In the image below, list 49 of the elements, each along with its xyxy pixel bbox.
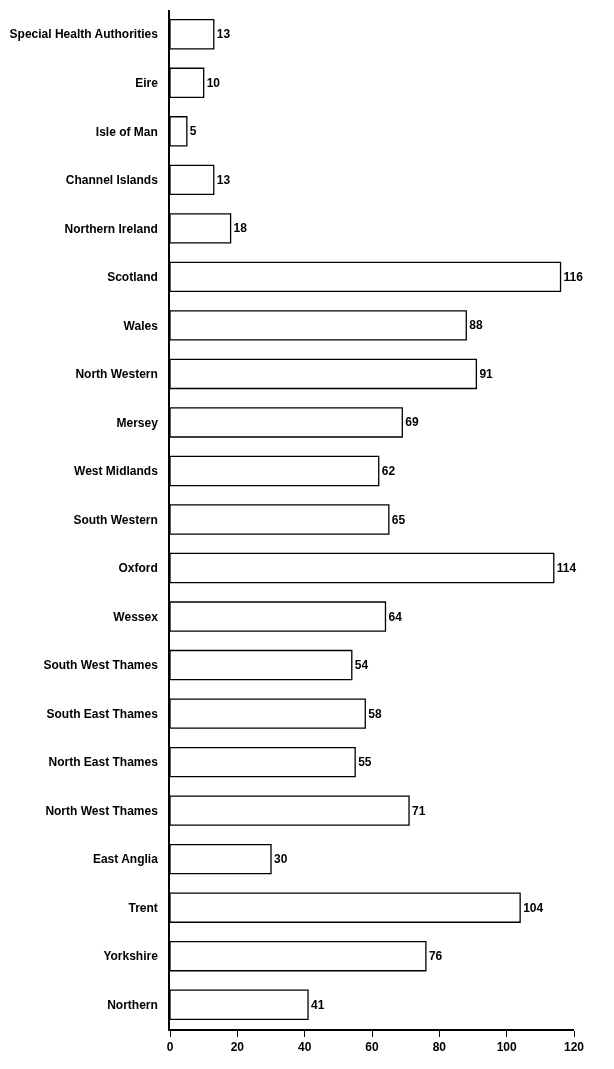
y-tick-label: South West Thames xyxy=(43,658,159,673)
data-label: 54 xyxy=(354,658,369,673)
x-tick-label: 40 xyxy=(297,1040,312,1055)
y-tick-label: Northern xyxy=(107,997,158,1012)
data-label: 10 xyxy=(206,75,221,90)
y-tick-label: Trent xyxy=(128,900,158,915)
data-label: 114 xyxy=(556,561,577,576)
data-label: 13 xyxy=(216,172,231,187)
y-tick-label: North East Thames xyxy=(48,755,159,770)
y-tick-label: West Midlands xyxy=(74,464,159,479)
data-label: 65 xyxy=(391,512,406,527)
data-label: 30 xyxy=(274,852,288,867)
x-tick-label: 120 xyxy=(563,1040,585,1055)
y-tick-label: Yorkshire xyxy=(103,949,159,964)
data-label: 18 xyxy=(233,221,248,236)
data-label: 58 xyxy=(368,706,382,721)
y-tick-label: Eire xyxy=(135,75,159,90)
x-tick-label: 0 xyxy=(166,1040,174,1055)
data-label: 62 xyxy=(381,463,396,478)
y-tick-label: South East Thames xyxy=(46,706,159,721)
x-tick-label: 60 xyxy=(365,1040,379,1055)
data-label: 41 xyxy=(311,997,325,1012)
y-tick-label: Northern Ireland xyxy=(64,221,158,236)
data-label: 5 xyxy=(189,124,197,139)
data-label: 76 xyxy=(428,949,443,964)
y-tick-label: Special Health Authorities xyxy=(9,27,159,42)
data-label: 91 xyxy=(479,366,494,381)
data-label: 71 xyxy=(412,803,426,818)
x-tick-label: 80 xyxy=(432,1040,447,1055)
y-tick-label: Scotland xyxy=(107,270,158,285)
y-tick-label: North Western xyxy=(75,367,158,382)
data-label: 116 xyxy=(563,269,584,284)
data-label: 64 xyxy=(388,609,403,624)
y-tick-label: Channel Islands xyxy=(65,173,159,188)
data-label: 13 xyxy=(216,27,231,42)
y-tick-label: North West Thames xyxy=(45,803,159,818)
x-tick-label: 100 xyxy=(496,1040,517,1055)
y-tick-label: Oxford xyxy=(118,561,158,576)
y-tick-label: Mersey xyxy=(116,415,159,430)
data-label: 104 xyxy=(523,900,544,915)
y-tick-label: South Western xyxy=(73,512,158,527)
y-tick-label: Isle of Man xyxy=(95,124,158,139)
data-label: 88 xyxy=(469,318,483,333)
y-tick-label: Wales xyxy=(123,318,159,333)
data-label: 55 xyxy=(358,755,372,770)
x-tick-label: 20 xyxy=(230,1040,245,1055)
y-tick-label: East Anglia xyxy=(92,852,159,867)
data-label: 69 xyxy=(405,415,419,430)
y-tick-label: Wessex xyxy=(113,609,159,624)
